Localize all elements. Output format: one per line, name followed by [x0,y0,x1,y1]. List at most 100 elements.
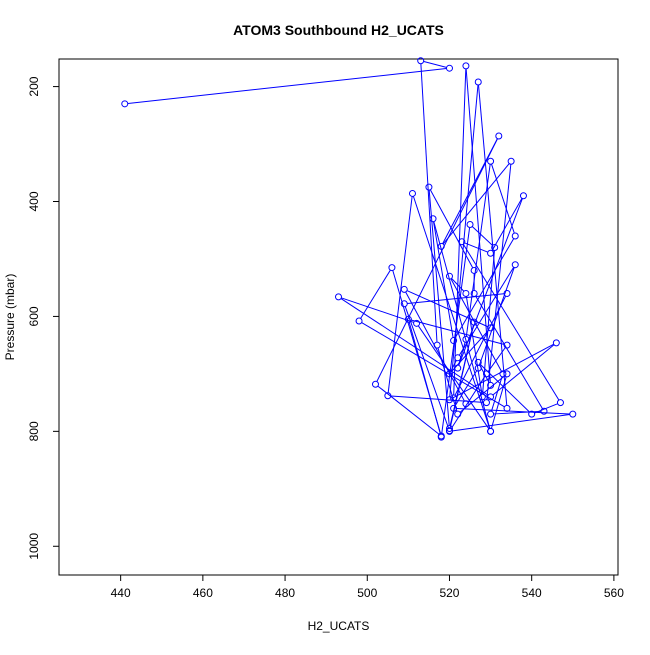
x-tick-label: 440 [111,586,131,600]
data-point [482,399,490,407]
data-point [437,433,445,441]
series-segment [486,164,512,400]
data-point [335,293,342,301]
series-segment [465,296,483,394]
data-point [507,157,515,165]
series-segment [454,238,515,339]
series-segment [454,296,507,396]
series-segment [420,63,438,342]
data-point [466,220,474,228]
series-segment [449,325,474,426]
data-point [478,393,486,401]
series-segment [377,385,440,435]
y-tick-label: 1000 [27,533,41,560]
series-segment [406,290,488,328]
data-point [429,215,437,223]
data-point [556,399,564,407]
data-point [495,132,503,140]
series-segment [450,376,486,429]
x-tick-label: 520 [439,586,459,600]
series-segment [491,376,503,412]
series-segment [452,414,570,432]
series-points [121,57,577,441]
data-point [528,410,536,418]
data-point [511,232,519,240]
data-point [519,192,527,200]
data-point [503,404,511,412]
data-point [433,341,441,349]
data-point [503,370,511,378]
data-point [470,289,478,297]
series-segment [482,250,495,394]
y-tick-label: 800 [27,421,41,441]
data-point [569,410,577,418]
y-axis-label: Pressure (mbar) [3,274,17,361]
data-point [470,266,478,274]
series-segment [433,221,491,429]
series-segment [465,69,491,383]
data-point [437,242,445,250]
y-tick-label: 400 [27,191,41,211]
series-segment [376,138,498,382]
data-point [371,380,379,388]
data-point [462,62,470,70]
data-point [552,339,560,347]
series-segment [458,198,523,366]
data-point [400,285,408,293]
data-point [487,427,495,435]
data-point [487,393,495,401]
data-point [511,261,519,269]
x-axis-label: H2_UCATS [308,619,370,633]
data-point [487,324,495,332]
series-segment [341,297,414,323]
data-point [462,289,470,297]
data-point [462,335,470,343]
data-point [450,394,458,402]
series-segment [404,306,449,428]
data-point [491,243,499,251]
data-point [454,354,462,362]
x-axis: 440 460 480 500 520 540 560 [111,575,624,600]
y-tick-label: 200 [27,76,41,96]
series-segment [454,370,478,406]
data-point [487,381,495,389]
series-segment [127,68,447,104]
data-point [487,157,495,165]
data-point [450,337,458,345]
series-segment [487,347,506,372]
series-segment [433,221,454,338]
data-point [121,100,129,108]
series-segment [491,164,515,234]
chart-title: ATOM3 Southbound H2_UCATS [233,22,444,38]
data-point [458,238,466,246]
series-segment [450,278,502,372]
data-point [445,370,453,378]
series-segment [405,291,465,402]
series-segment [456,408,570,415]
x-tick-label: 480 [275,586,295,600]
data-point [445,427,453,435]
data-point [355,317,363,325]
data-point [499,370,507,378]
series-segment [408,322,441,435]
data-point [474,78,482,86]
data-point [482,370,490,378]
data-point [425,183,433,191]
series-segment [451,329,489,372]
data-point [487,249,495,257]
y-tick-label: 600 [27,306,41,326]
series-segment [449,85,479,397]
data-point [408,189,416,197]
series-segment [463,244,560,401]
data-point [450,404,458,412]
x-tick-label: 500 [357,586,377,600]
series-segment [472,226,493,246]
data-point [445,64,453,72]
data-point [445,272,453,280]
x-tick-label: 460 [193,586,213,600]
x-tick-label: 560 [604,586,624,600]
series-segment [423,61,447,68]
